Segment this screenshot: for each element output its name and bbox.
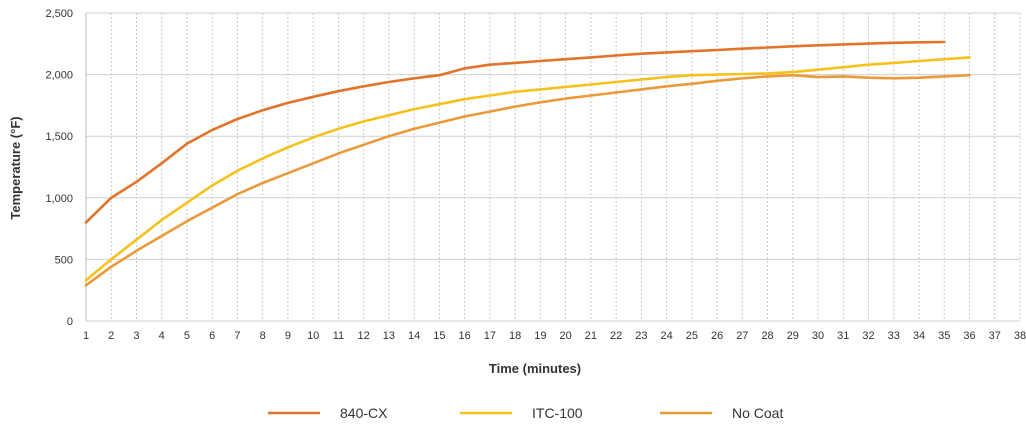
- x-tick-label: 5: [184, 330, 190, 342]
- x-tick-label: 27: [736, 330, 748, 342]
- x-tick-label: 4: [159, 330, 165, 342]
- x-tick-label: 31: [837, 330, 849, 342]
- x-tick-label: 19: [534, 330, 546, 342]
- series-line-no-coat: [84, 73, 971, 287]
- y-tick-label: 500: [55, 254, 73, 266]
- x-tick-label: 14: [408, 330, 420, 342]
- x-tick-label: 3: [133, 330, 139, 342]
- x-axis-ticks: 1 2 3 4 5 6 7 8 9 10 11 12 13 14 15 16 17 18 19 20 21 22 23 24 2…: [83, 330, 1026, 342]
- y-axis-ticks: 0 500 1,000 1,500 2,000 2,500: [45, 8, 73, 328]
- x-tick-label: 26: [711, 330, 723, 342]
- x-tick-label: 32: [862, 330, 874, 342]
- x-tick-label: 7: [234, 330, 240, 342]
- x-tick-label: 38: [1014, 330, 1026, 342]
- x-tick-label: 16: [459, 330, 471, 342]
- series-line-itc-100: [84, 56, 971, 282]
- x-tick-label: 6: [209, 330, 215, 342]
- y-tick-label: 0: [67, 316, 73, 328]
- y-tick-label: 2,500: [45, 8, 73, 20]
- y-tick-label: 1,000: [45, 193, 73, 205]
- x-tick-label: 36: [963, 330, 975, 342]
- x-tick-label: 23: [635, 330, 647, 342]
- legend-label: 840-CX: [340, 405, 388, 421]
- x-tick-label: 37: [989, 330, 1001, 342]
- x-tick-label: 10: [307, 330, 319, 342]
- x-tick-label: 34: [913, 330, 925, 342]
- x-tick-label: 24: [660, 330, 672, 342]
- x-tick-label: 17: [484, 330, 496, 342]
- x-tick-label: 2: [108, 330, 114, 342]
- x-tick-label: 15: [433, 330, 445, 342]
- x-tick-label: 21: [585, 330, 597, 342]
- x-tick-label: 12: [358, 330, 370, 342]
- x-tick-label: 18: [509, 330, 521, 342]
- x-tick-label: 22: [610, 330, 622, 342]
- x-tick-label: 20: [559, 330, 571, 342]
- x-tick-label: 35: [938, 330, 950, 342]
- y-tick-label: 2,000: [45, 70, 73, 82]
- grid: [85, 12, 1021, 322]
- legend-label: No Coat: [732, 405, 783, 421]
- x-tick-label: 30: [812, 330, 824, 342]
- x-tick-label: 29: [787, 330, 799, 342]
- x-tick-label: 33: [888, 330, 900, 342]
- x-axis-title: Time (minutes): [489, 361, 581, 376]
- x-tick-label: 13: [383, 330, 395, 342]
- x-tick-label: 9: [285, 330, 291, 342]
- y-axis-title: Temperature (°F): [8, 116, 23, 219]
- x-tick-label: 8: [260, 330, 266, 342]
- series-line-840-cx: [84, 40, 946, 224]
- x-tick-label: 1: [83, 330, 89, 342]
- x-tick-label: 25: [686, 330, 698, 342]
- y-tick-label: 1,500: [45, 131, 73, 143]
- x-tick-label: 11: [333, 330, 344, 342]
- series-layer: [84, 40, 971, 287]
- legend: 840-CX ITC-100 No Coat: [268, 405, 783, 421]
- x-tick-label: 28: [761, 330, 773, 342]
- legend-label: ITC-100: [532, 405, 583, 421]
